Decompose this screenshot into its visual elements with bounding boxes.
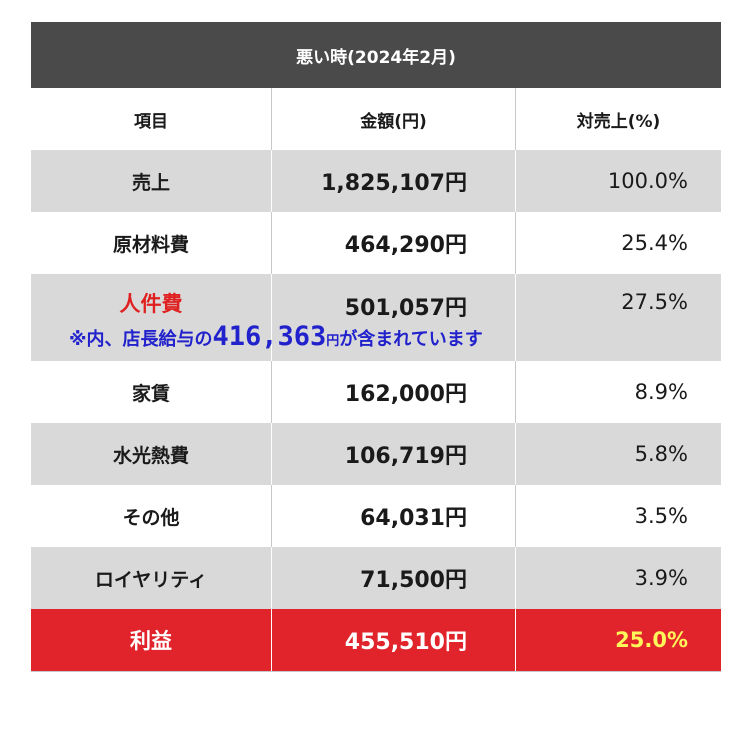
row-amount: 64,031円 — [271, 485, 515, 547]
manager-salary-note: ※内、店長給与の416,363円が含まれています — [69, 321, 483, 352]
row-amount: 501,057円 — [271, 274, 515, 361]
row-item: ロイヤリティ — [94, 568, 208, 591]
table-title: 悪い時(2024年2月) — [31, 22, 721, 88]
note-prefix: ※内、店長給与の — [69, 329, 213, 350]
table-row: 家賃 162,000円 8.9% — [31, 361, 721, 423]
note-unit: 円 — [326, 334, 340, 349]
profit-loss-table: 悪い時(2024年2月) 項目 金額(円) 対売上(%) 売上 1,825,10… — [31, 22, 721, 672]
profit-ratio: 25.0% — [515, 609, 721, 671]
row-item: 家賃 — [131, 382, 170, 405]
row-item: 原材料費 — [112, 233, 189, 256]
header-ratio: 対売上(%) — [515, 88, 721, 150]
header-amount: 金額(円) — [271, 88, 515, 150]
table-row: 売上 1,825,107円 100.0% — [31, 150, 721, 212]
table-bottom-border — [31, 671, 721, 672]
row-item-highlight: 人件費 — [119, 292, 183, 316]
row-ratio: 100.0% — [515, 150, 721, 212]
row-amount: 1,825,107円 — [271, 150, 515, 212]
row-item: 水光熱費 — [112, 444, 189, 467]
profit-label: 利益 — [130, 629, 172, 653]
row-amount: 162,000円 — [271, 361, 515, 423]
note-value: 416,363 — [212, 321, 327, 352]
profit-amount: 455,510円 — [271, 609, 515, 671]
table-row-highlight: 人件費 501,057円 27.5% ※内、店長給与の416,363円が含まれて… — [31, 274, 721, 361]
header-item: 項目 — [134, 111, 168, 132]
row-item: 売上 — [131, 171, 170, 194]
row-ratio: 5.8% — [515, 423, 721, 485]
table-row: ロイヤリティ 71,500円 3.9% — [31, 547, 721, 609]
table-row: 原材料費 464,290円 25.4% — [31, 212, 721, 274]
row-amount: 71,500円 — [271, 547, 515, 609]
header-row: 項目 金額(円) 対売上(%) — [31, 88, 721, 150]
row-amount: 464,290円 — [271, 212, 515, 274]
row-item: その他 — [122, 506, 180, 529]
row-ratio: 3.9% — [515, 547, 721, 609]
row-ratio: 25.4% — [515, 212, 721, 274]
row-ratio: 3.5% — [515, 485, 721, 547]
table-row: その他 64,031円 3.5% — [31, 485, 721, 547]
profit-row: 利益 455,510円 25.0% — [31, 609, 721, 671]
row-ratio: 8.9% — [515, 361, 721, 423]
note-suffix: が含まれています — [339, 329, 483, 350]
table-row: 水光熱費 106,719円 5.8% — [31, 423, 721, 485]
row-ratio: 27.5% — [515, 274, 721, 361]
row-amount: 106,719円 — [271, 423, 515, 485]
